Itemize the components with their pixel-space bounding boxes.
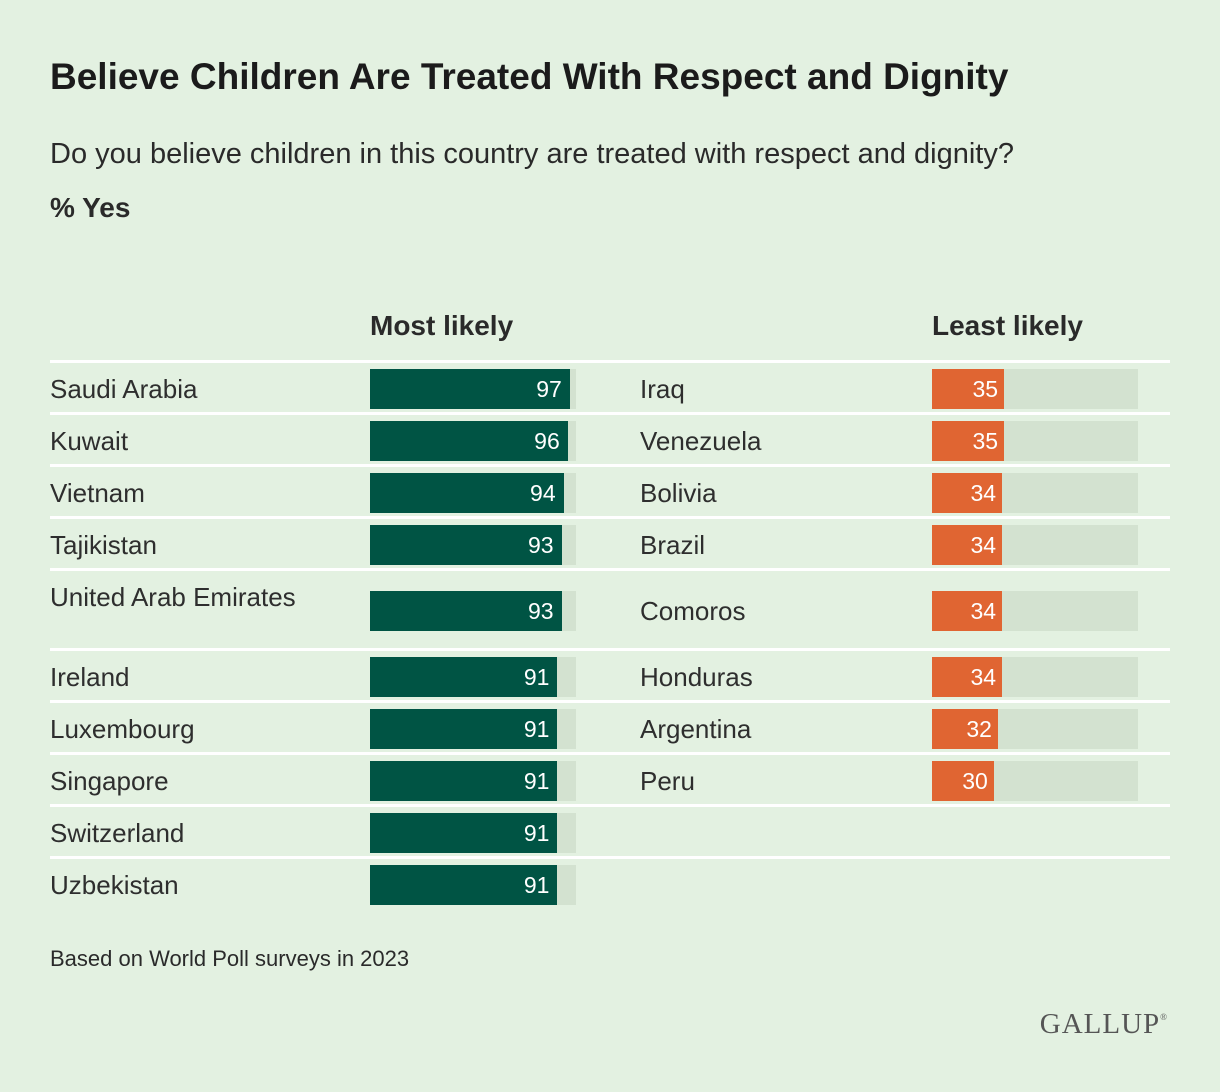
bar-iraq bbox=[932, 369, 1005, 409]
bar-bolivia bbox=[932, 473, 1003, 513]
country-label-kuwait: Kuwait bbox=[50, 426, 129, 456]
bar-luxembourg bbox=[370, 709, 558, 749]
row-divider bbox=[50, 568, 1170, 571]
country-label-peru: Peru bbox=[640, 766, 695, 796]
row-divider bbox=[50, 412, 1170, 415]
chart-subtitle: Do you believe children in this country … bbox=[50, 138, 1014, 170]
chart-title: Believe Children Are Treated With Respec… bbox=[50, 56, 1009, 97]
value-label-singapore: 91 bbox=[523, 768, 550, 794]
bar-united-arab-emirates bbox=[370, 591, 562, 631]
bar-peru bbox=[932, 761, 994, 801]
country-label-argentina: Argentina bbox=[640, 714, 752, 744]
row-divider bbox=[50, 464, 1170, 467]
row-divider bbox=[50, 752, 1170, 755]
value-label-brazil: 34 bbox=[970, 532, 997, 558]
bar-kuwait bbox=[370, 421, 568, 461]
bar-vietnam bbox=[370, 473, 564, 513]
value-label-honduras: 34 bbox=[970, 664, 997, 690]
value-label-argentina: 32 bbox=[966, 716, 992, 742]
measure-label: % Yes bbox=[50, 192, 131, 223]
country-label-united-arab-emirates: United Arab Emirates bbox=[50, 582, 296, 612]
value-label-switzerland: 91 bbox=[523, 820, 550, 846]
country-label-honduras: Honduras bbox=[640, 662, 753, 692]
country-label-saudi-arabia: Saudi Arabia bbox=[50, 374, 198, 404]
bar-brazil bbox=[932, 525, 1003, 565]
row-divider bbox=[50, 360, 1170, 363]
bar-saudi-arabia bbox=[370, 369, 570, 409]
value-label-uzbekistan: 91 bbox=[523, 872, 550, 898]
gallup-logo-text: GALLUP bbox=[1039, 1008, 1161, 1040]
country-label-brazil: Brazil bbox=[640, 530, 706, 560]
registered-mark-icon: ® bbox=[1160, 1012, 1168, 1022]
row-divider bbox=[50, 856, 1170, 859]
gallup-logo: GALLUP® bbox=[1040, 1008, 1168, 1041]
bar-honduras bbox=[932, 657, 1003, 697]
value-label-iraq: 35 bbox=[972, 376, 999, 402]
value-label-ireland: 91 bbox=[523, 664, 550, 690]
bar-switzerland bbox=[370, 813, 558, 853]
country-label-uzbekistan: Uzbekistan bbox=[50, 870, 179, 900]
country-label-luxembourg: Luxembourg bbox=[50, 714, 195, 744]
row-divider bbox=[50, 804, 1170, 807]
footnote: Based on World Poll surveys in 2023 bbox=[50, 946, 410, 971]
row-divider bbox=[50, 516, 1170, 519]
bar-ireland bbox=[370, 657, 558, 697]
country-label-vietnam: Vietnam bbox=[50, 478, 145, 508]
value-label-vietnam: 94 bbox=[530, 480, 556, 506]
value-label-venezuela: 35 bbox=[972, 428, 999, 454]
country-label-tajikistan: Tajikistan bbox=[50, 530, 157, 560]
row-divider bbox=[50, 700, 1170, 703]
value-label-luxembourg: 91 bbox=[523, 716, 550, 742]
column-header-most-likely: Most likely bbox=[370, 310, 514, 341]
bar-argentina bbox=[932, 709, 998, 749]
bar-uzbekistan bbox=[370, 865, 558, 905]
column-header-least-likely: Least likely bbox=[932, 310, 1083, 341]
country-label-bolivia: Bolivia bbox=[640, 478, 717, 508]
bar-tajikistan bbox=[370, 525, 562, 565]
country-label-comoros: Comoros bbox=[640, 596, 746, 626]
country-label-switzerland: Switzerland bbox=[50, 818, 185, 848]
country-label-iraq: Iraq bbox=[640, 374, 685, 404]
value-label-tajikistan: 93 bbox=[527, 532, 554, 558]
country-label-singapore: Singapore bbox=[50, 766, 169, 796]
country-label-venezuela: Venezuela bbox=[640, 426, 762, 456]
row-divider bbox=[50, 648, 1170, 651]
bar-singapore bbox=[370, 761, 558, 801]
value-label-comoros: 34 bbox=[970, 598, 997, 624]
value-label-kuwait: 96 bbox=[534, 428, 560, 454]
value-label-united-arab-emirates: 93 bbox=[527, 598, 554, 624]
value-label-bolivia: 34 bbox=[970, 480, 997, 506]
value-label-saudi-arabia: 97 bbox=[536, 376, 562, 402]
country-label-ireland: Ireland bbox=[50, 662, 130, 692]
bar-venezuela bbox=[932, 421, 1005, 461]
bar-comoros bbox=[932, 591, 1003, 631]
value-label-peru: 30 bbox=[962, 768, 988, 794]
